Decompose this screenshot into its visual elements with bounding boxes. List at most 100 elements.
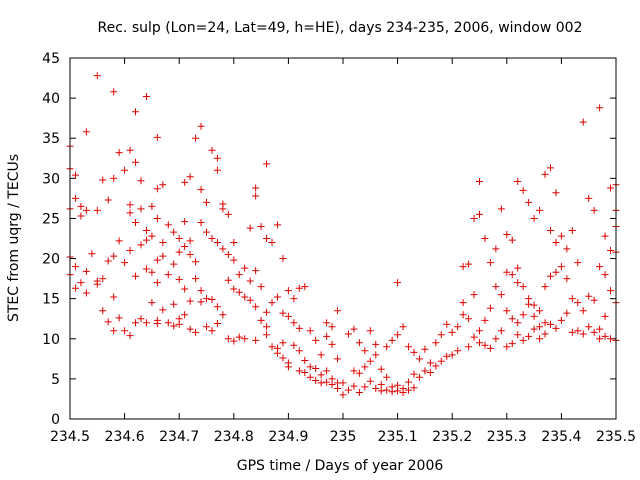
data-point bbox=[268, 239, 276, 247]
y-tick-label: 5 bbox=[51, 372, 60, 388]
data-point bbox=[99, 307, 107, 315]
x-tick-label: 235.1 bbox=[378, 429, 418, 445]
data-point bbox=[590, 328, 598, 336]
data-point bbox=[465, 343, 473, 351]
data-point bbox=[148, 232, 156, 240]
data-point bbox=[323, 332, 331, 340]
data-point bbox=[192, 134, 200, 142]
data-point bbox=[197, 287, 205, 295]
data-point bbox=[607, 287, 615, 295]
data-point bbox=[252, 336, 260, 344]
data-point bbox=[459, 311, 467, 319]
data-point bbox=[175, 275, 183, 283]
data-point bbox=[415, 355, 423, 363]
data-point bbox=[104, 196, 112, 204]
data-point bbox=[93, 280, 101, 288]
data-point bbox=[241, 264, 249, 272]
data-point bbox=[546, 272, 554, 280]
data-point bbox=[235, 271, 243, 279]
data-point bbox=[295, 367, 303, 375]
data-point bbox=[514, 264, 522, 272]
data-point bbox=[82, 267, 90, 275]
data-point bbox=[481, 316, 489, 324]
data-point bbox=[503, 307, 511, 315]
data-point bbox=[465, 315, 473, 323]
data-point bbox=[252, 267, 260, 275]
data-point bbox=[121, 166, 129, 174]
data-point bbox=[585, 194, 593, 202]
y-tick-label: 30 bbox=[42, 171, 60, 187]
y-tick-label: 20 bbox=[42, 252, 60, 268]
data-point bbox=[295, 324, 303, 332]
data-point bbox=[421, 345, 429, 353]
data-point bbox=[334, 307, 342, 315]
data-point bbox=[115, 314, 123, 322]
data-point bbox=[421, 367, 429, 375]
data-point bbox=[71, 194, 79, 202]
data-point bbox=[596, 325, 604, 333]
data-point bbox=[470, 333, 478, 341]
data-point bbox=[536, 335, 544, 343]
data-point bbox=[164, 271, 172, 279]
data-point bbox=[557, 232, 565, 240]
data-point bbox=[257, 316, 265, 324]
data-point bbox=[563, 245, 571, 253]
data-point bbox=[546, 226, 554, 234]
data-point bbox=[459, 299, 467, 307]
data-point bbox=[454, 347, 462, 355]
data-point bbox=[519, 186, 527, 194]
data-point bbox=[476, 327, 483, 335]
data-point bbox=[284, 363, 292, 371]
data-point bbox=[541, 283, 549, 291]
chart-title: Rec. sulp (Lon=24, Lat=49, h=HE), days 2… bbox=[98, 20, 583, 36]
data-point bbox=[306, 363, 314, 371]
data-point bbox=[361, 383, 369, 391]
data-point bbox=[284, 312, 292, 320]
data-point bbox=[355, 369, 363, 377]
data-point bbox=[508, 236, 516, 244]
data-point bbox=[279, 255, 287, 263]
data-point bbox=[263, 331, 271, 339]
data-point bbox=[93, 72, 101, 80]
data-point bbox=[328, 340, 336, 348]
data-point bbox=[530, 325, 538, 333]
data-point bbox=[415, 373, 423, 381]
data-point bbox=[579, 307, 587, 315]
data-point bbox=[410, 384, 418, 392]
data-point bbox=[519, 283, 527, 291]
data-point bbox=[159, 252, 167, 260]
y-axis-label: STEC from uqrg / TECUs bbox=[6, 154, 22, 322]
data-point bbox=[492, 335, 500, 343]
data-point bbox=[432, 339, 440, 347]
data-point bbox=[132, 158, 140, 166]
data-point bbox=[470, 214, 478, 222]
data-point bbox=[268, 343, 276, 351]
data-point bbox=[88, 250, 96, 258]
data-point bbox=[208, 235, 216, 242]
data-point bbox=[181, 178, 189, 186]
data-point bbox=[284, 287, 292, 295]
data-point bbox=[443, 352, 451, 360]
data-point bbox=[552, 268, 560, 276]
data-point bbox=[77, 279, 85, 287]
data-point bbox=[126, 247, 134, 255]
data-point bbox=[110, 174, 118, 182]
data-point bbox=[514, 279, 522, 287]
data-point bbox=[77, 212, 85, 220]
x-tick-label: 234.9 bbox=[268, 429, 308, 445]
data-point bbox=[525, 198, 533, 206]
x-tick-label: 234.5 bbox=[50, 429, 90, 445]
data-point bbox=[132, 319, 140, 327]
data-point bbox=[257, 222, 265, 230]
data-point bbox=[197, 122, 205, 130]
data-point bbox=[159, 239, 167, 247]
data-point bbox=[213, 239, 221, 247]
data-point bbox=[164, 221, 172, 229]
data-point bbox=[110, 252, 118, 260]
data-point bbox=[557, 263, 565, 271]
data-point bbox=[252, 184, 260, 192]
data-point bbox=[224, 335, 232, 343]
data-point bbox=[552, 239, 560, 247]
data-point bbox=[263, 235, 271, 242]
data-point bbox=[508, 340, 516, 348]
